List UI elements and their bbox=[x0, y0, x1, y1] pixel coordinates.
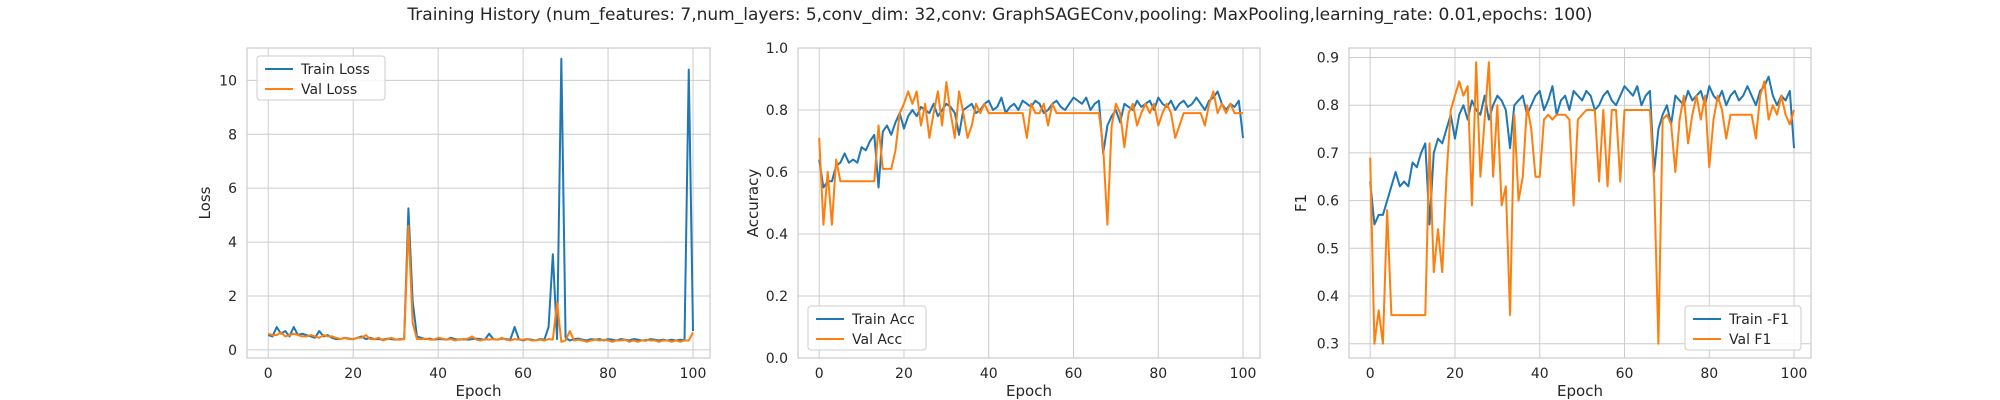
x-tick-label: 80 bbox=[1149, 366, 1167, 382]
x-tick-label: 80 bbox=[1700, 366, 1718, 382]
y-tick-label: 0 bbox=[228, 343, 237, 359]
x-tick-label: 0 bbox=[815, 366, 824, 382]
y-tick-label: 0.3 bbox=[1317, 337, 1339, 353]
y-tick-label: 0.7 bbox=[1317, 146, 1339, 162]
y-axis-label: F1 bbox=[1292, 194, 1310, 212]
legend: Train -F1 Val F1 bbox=[1684, 305, 1802, 351]
y-tick-label: 10 bbox=[219, 73, 237, 89]
y-tick-label: 0.6 bbox=[1317, 194, 1339, 210]
series-line-train-f1 bbox=[1369, 75, 1796, 226]
series-line-val-acc bbox=[818, 81, 1244, 226]
legend-label: Val Loss bbox=[301, 82, 357, 98]
y-tick-label: 0.2 bbox=[766, 289, 788, 305]
x-tick-label: 40 bbox=[1531, 366, 1549, 382]
x-tick-label: 100 bbox=[680, 366, 707, 382]
x-axis-label: Epoch bbox=[1557, 382, 1603, 400]
y-tick-label: 0.5 bbox=[1317, 241, 1339, 257]
y-tick-label: 2 bbox=[228, 289, 237, 305]
y-tick-label: 1.0 bbox=[766, 41, 788, 57]
x-tick-label: 60 bbox=[1065, 366, 1083, 382]
y-tick-label: 0.6 bbox=[766, 165, 788, 181]
y-tick-label: 0.4 bbox=[766, 227, 788, 243]
x-tick-label: 20 bbox=[895, 366, 913, 382]
x-tick-label: 40 bbox=[429, 366, 447, 382]
x-tick-label: 40 bbox=[980, 366, 998, 382]
y-tick-label: 0.0 bbox=[766, 351, 788, 367]
series-line-val-f1 bbox=[1369, 61, 1796, 345]
plot-frame bbox=[1348, 47, 1812, 359]
x-tick-label: 60 bbox=[1616, 366, 1634, 382]
subplot-accuracy: 0 20 40 60 80 100 0.0 0.2 0.4 0.6 0.8 1.0 Epoch Accur… bbox=[744, 41, 1261, 400]
x-axis-label: Epoch bbox=[1006, 382, 1052, 400]
legend: Train Acc Val Acc bbox=[807, 305, 927, 351]
legend: Train Loss Val Loss bbox=[256, 55, 386, 101]
legend-label: Train -F1 bbox=[1728, 312, 1789, 328]
y-tick-label: 0.9 bbox=[1317, 51, 1339, 67]
legend-label: Val Acc bbox=[852, 332, 902, 348]
legend-label: Val F1 bbox=[1729, 332, 1771, 348]
x-tick-label: 80 bbox=[599, 366, 617, 382]
x-tick-label: 100 bbox=[1781, 366, 1808, 382]
x-tick-label: 20 bbox=[344, 366, 362, 382]
x-tick-label: 0 bbox=[1366, 366, 1375, 382]
legend-label: Train Acc bbox=[851, 312, 915, 328]
y-tick-label: 8 bbox=[228, 127, 237, 143]
x-axis-label: Epoch bbox=[456, 382, 502, 400]
y-tick-label: 0.8 bbox=[766, 103, 788, 119]
x-tick-label: 60 bbox=[514, 366, 532, 382]
series-line-val-loss bbox=[267, 224, 694, 343]
legend-label: Train Loss bbox=[300, 62, 370, 78]
y-tick-label: 4 bbox=[228, 235, 237, 251]
x-tick-label: 100 bbox=[1230, 366, 1257, 382]
x-tick-label: 0 bbox=[264, 366, 273, 382]
subplot-f1: 0 20 40 60 80 100 0.3 0.4 0.5 0.6 0.7 0.8 0.9 Epoch F1… bbox=[1292, 47, 1812, 400]
y-tick-label: 6 bbox=[228, 181, 237, 197]
x-tick-label: 20 bbox=[1446, 366, 1464, 382]
y-tick-label: 0.8 bbox=[1317, 98, 1339, 114]
subplot-loss: 0 20 40 60 80 100 0 2 4 6 8 10 Epoch Loss Train Loss Va… bbox=[196, 47, 711, 400]
figure-title: Training History (num_features: 7,num_la… bbox=[407, 5, 1593, 25]
y-axis-label: Loss bbox=[196, 186, 214, 219]
y-tick-label: 0.4 bbox=[1317, 289, 1339, 305]
plot-frame bbox=[797, 47, 1261, 359]
plot-frame bbox=[246, 47, 711, 359]
y-axis-label: Accuracy bbox=[744, 169, 762, 238]
